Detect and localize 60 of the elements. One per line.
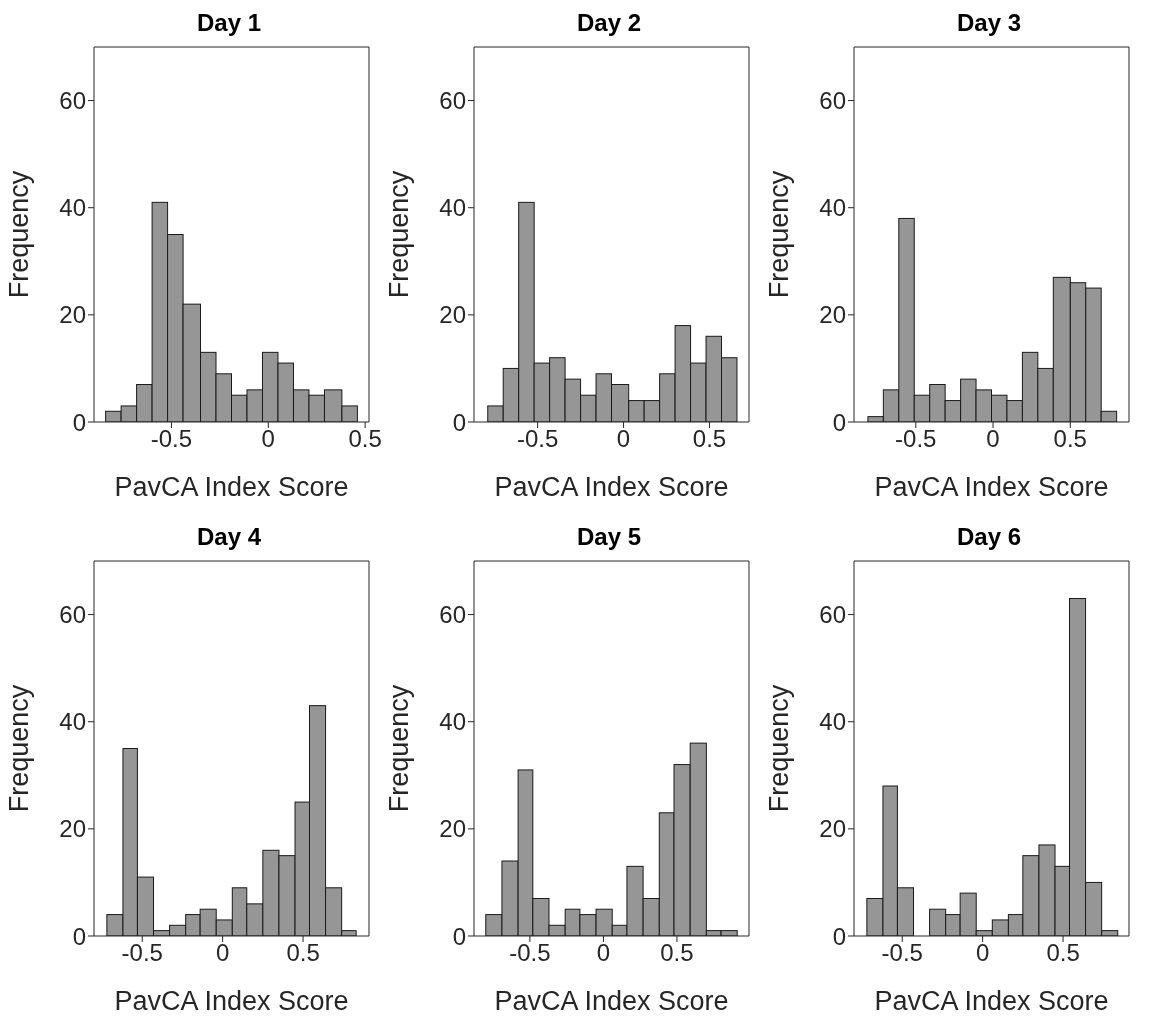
y-tick-label: 20 [439,301,466,329]
y-tick-label: 60 [59,601,86,629]
y-tick-label: 0 [832,922,846,950]
chart-title: Day 4 [195,522,262,552]
x-tick-label: 0.5 [286,939,320,967]
y-tick-label: 40 [439,194,466,222]
y-tick-label: 0 [452,922,466,950]
y-tick-label: 60 [819,87,846,115]
chart-title: Day 2 [575,8,642,38]
y-tick-label: 60 [439,87,466,115]
y-tick-label: 40 [59,194,86,222]
y-axis-title: Frequency [763,684,794,813]
x-tick-label: -0.5 [895,425,937,453]
x-tick-label: 0 [616,425,631,453]
x-tick-label: 0.5 [348,425,382,453]
y-tick-label: 20 [59,815,86,843]
x-tick-label: -0.5 [509,939,551,967]
y-tick-label: 40 [59,708,86,736]
y-tick-label: 20 [439,815,466,843]
x-tick-label: -0.5 [150,425,193,453]
y-tick-label: 60 [439,601,466,629]
y-axis-title: Frequency [383,684,414,813]
y-axis-title: Frequency [383,170,414,299]
y-tick-label: 40 [819,708,846,736]
chart-title: Day 1 [195,8,262,38]
y-axis-title: Frequency [3,684,34,813]
y-axis-title: Frequency [3,170,34,299]
chart-title: Day 6 [955,522,1022,552]
y-tick-label: 20 [819,301,846,329]
y-tick-label: 20 [59,301,86,329]
x-tick-label: -0.5 [881,939,923,967]
y-tick-label: 0 [72,408,86,436]
y-tick-label: 0 [832,408,846,436]
x-tick-label: -0.5 [516,425,559,453]
x-tick-label: 0.5 [692,425,727,453]
x-tick-label: 0 [975,939,990,967]
x-tick-label: -0.5 [121,939,163,967]
x-tick-label: 0 [596,939,611,967]
y-tick-label: 40 [439,708,466,736]
y-tick-label: 40 [819,194,846,222]
x-tick-label: 0 [261,425,275,453]
x-axis-title: PavCA Index Score [494,472,729,502]
y-tick-label: 60 [59,87,86,115]
x-axis-title: PavCA Index Score [494,986,729,1016]
y-tick-label: 20 [819,815,846,843]
y-axis-title: Frequency [763,170,794,299]
y-tick-label: 60 [819,601,846,629]
x-axis-title: PavCA Index Score [874,986,1109,1016]
y-tick-label: 0 [72,922,86,950]
x-axis-title: PavCA Index Score [874,472,1109,502]
x-axis-title: PavCA Index Score [114,986,349,1016]
x-axis-title: PavCA Index Score [114,472,349,502]
x-tick-label: 0.5 [1053,425,1087,453]
chart-title: Day 3 [955,8,1022,38]
chart-title: Day 5 [575,522,642,552]
x-tick-label: 0 [215,939,230,967]
x-tick-label: 0.5 [660,939,694,967]
x-tick-label: 0.5 [1046,939,1080,967]
y-tick-label: 0 [452,408,466,436]
x-tick-label: 0 [986,425,1000,453]
